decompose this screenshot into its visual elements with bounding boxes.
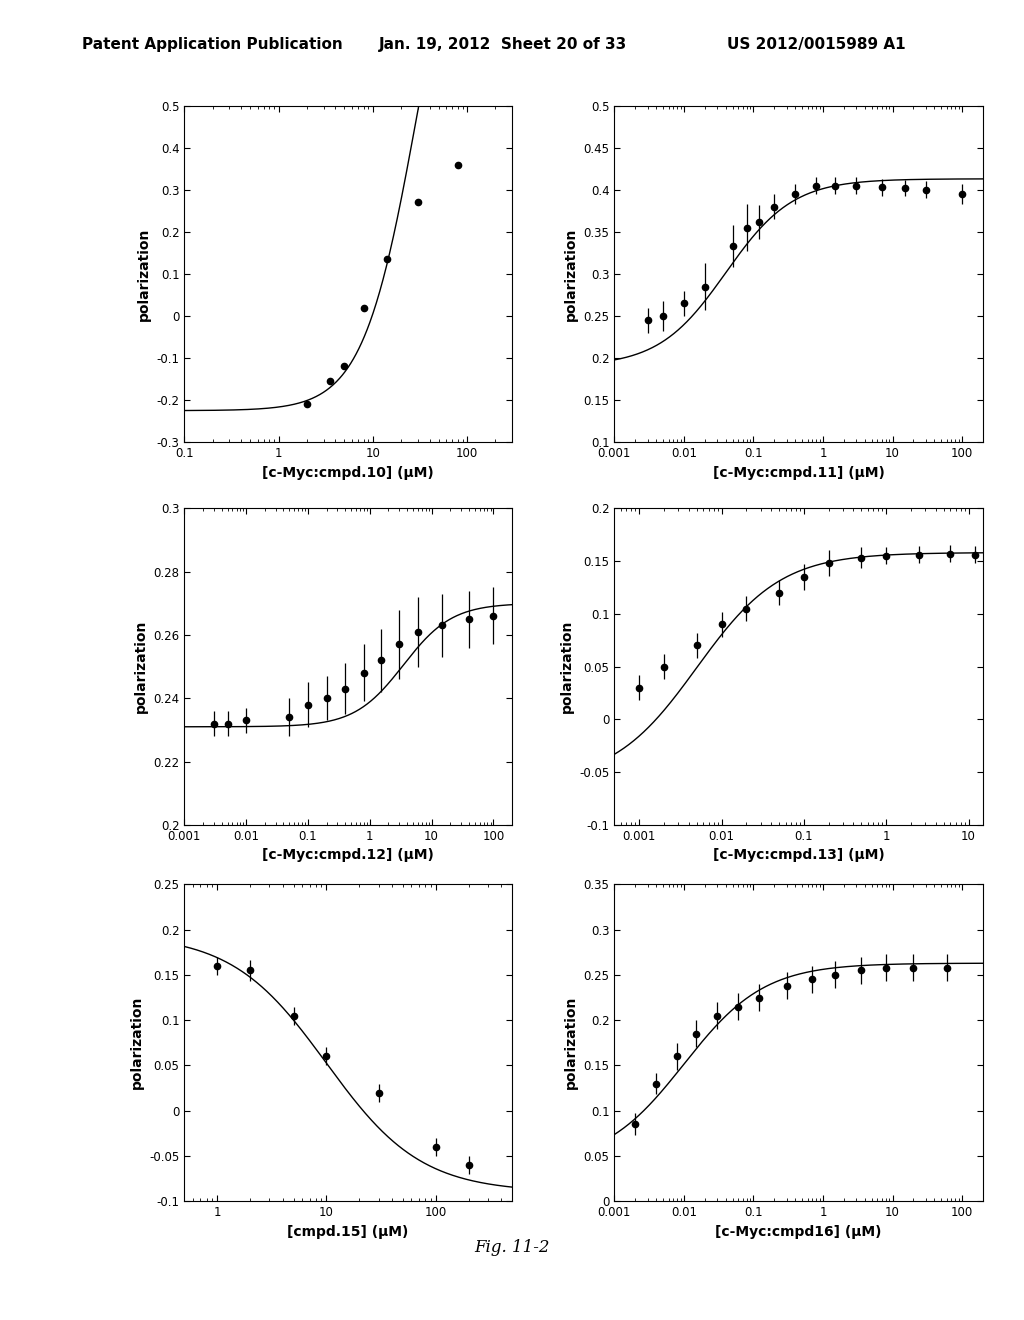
X-axis label: [c-Myc:cmpd.10] (μM): [c-Myc:cmpd.10] (μM) — [262, 466, 434, 479]
X-axis label: [c-Myc:cmpd.13] (μM): [c-Myc:cmpd.13] (μM) — [713, 849, 885, 862]
Text: Patent Application Publication: Patent Application Publication — [82, 37, 343, 51]
Y-axis label: polarization: polarization — [134, 620, 147, 713]
Y-axis label: polarization: polarization — [564, 997, 578, 1089]
Y-axis label: polarization: polarization — [560, 620, 573, 713]
Text: US 2012/0015989 A1: US 2012/0015989 A1 — [727, 37, 905, 51]
Text: Fig. 11-2: Fig. 11-2 — [474, 1239, 550, 1255]
X-axis label: [c-Myc:cmpd.11] (μM): [c-Myc:cmpd.11] (μM) — [713, 466, 885, 479]
X-axis label: [c-Myc:cmpd16] (μM): [c-Myc:cmpd16] (μM) — [716, 1225, 882, 1238]
Y-axis label: polarization: polarization — [137, 227, 151, 321]
X-axis label: [c-Myc:cmpd.12] (μM): [c-Myc:cmpd.12] (μM) — [262, 849, 434, 862]
Y-axis label: polarization: polarization — [130, 997, 143, 1089]
Text: Jan. 19, 2012  Sheet 20 of 33: Jan. 19, 2012 Sheet 20 of 33 — [379, 37, 627, 51]
Y-axis label: polarization: polarization — [564, 227, 578, 321]
X-axis label: [cmpd.15] (μM): [cmpd.15] (μM) — [288, 1225, 409, 1238]
